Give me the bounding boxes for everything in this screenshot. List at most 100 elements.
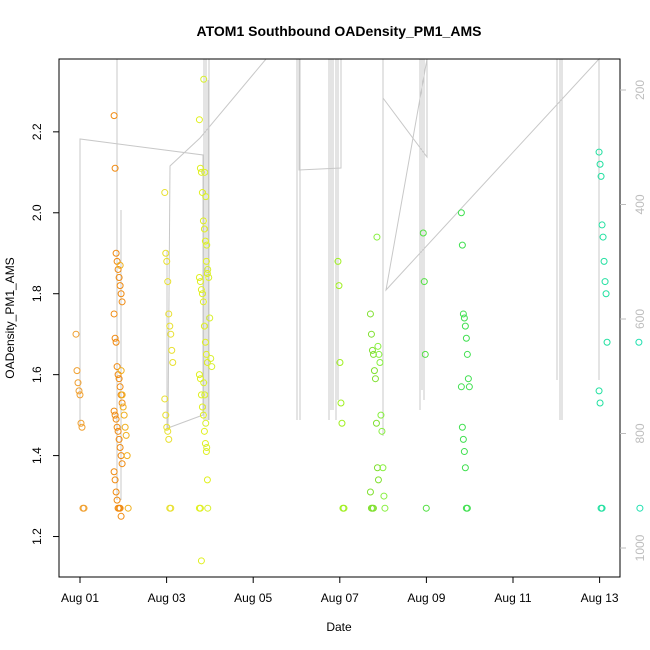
y2-tick-label: 1000	[633, 534, 647, 561]
data-point	[115, 428, 121, 434]
data-point	[381, 493, 387, 499]
data-point	[113, 489, 119, 495]
x-tick-label: Aug 01	[61, 591, 99, 605]
y-tick-label: 1.2	[30, 528, 44, 545]
data-point	[601, 258, 607, 264]
data-point	[79, 424, 85, 430]
data-point	[119, 400, 125, 406]
data-point	[461, 315, 467, 321]
data-point	[339, 420, 345, 426]
data-point	[165, 428, 171, 434]
data-point	[196, 275, 202, 281]
data-point	[199, 404, 205, 410]
data-point	[603, 291, 609, 297]
plot-frame	[59, 59, 620, 577]
data-point	[124, 453, 130, 459]
data-point	[113, 416, 119, 422]
chart-title: ATOM1 Southbound OADensity_PM1_AMS	[197, 23, 482, 39]
data-point	[596, 388, 602, 394]
data-point	[167, 323, 173, 329]
data-point	[599, 222, 605, 228]
data-point	[379, 428, 385, 434]
data-point	[113, 339, 119, 345]
data-point	[117, 445, 123, 451]
data-point	[205, 505, 211, 511]
data-point	[115, 372, 121, 378]
altitude-line	[80, 59, 599, 428]
data-point	[117, 283, 123, 289]
data-point	[466, 384, 472, 390]
data-point	[196, 117, 202, 123]
data-point	[162, 190, 168, 196]
data-point	[460, 311, 466, 317]
data-point	[204, 477, 210, 483]
y-tick-label: 1.6	[30, 366, 44, 383]
data-point	[125, 505, 131, 511]
data-point	[123, 432, 129, 438]
data-point	[375, 477, 381, 483]
data-point	[367, 489, 373, 495]
data-point	[204, 445, 210, 451]
data-point	[375, 343, 381, 349]
data-point	[461, 449, 467, 455]
data-point	[374, 234, 380, 240]
y-tick-label: 2.2	[30, 123, 44, 140]
data-point	[118, 513, 124, 519]
data-point	[465, 376, 471, 382]
data-point	[73, 331, 79, 337]
data-point	[458, 384, 464, 390]
data-point	[462, 323, 468, 329]
data-point	[369, 347, 375, 353]
data-point	[203, 420, 209, 426]
x-axis: Aug 01 Aug 03 Aug 05 Aug 07 Aug 09 Aug 11 Aug …	[61, 577, 619, 605]
data-point	[119, 461, 125, 467]
y-tick-label: 1.4	[30, 447, 44, 464]
data-point	[122, 424, 128, 430]
data-point	[111, 113, 117, 119]
data-point	[463, 335, 469, 341]
data-point	[113, 250, 119, 256]
y-axis-label: OADensity_PM1_AMS	[3, 257, 17, 378]
x-axis-label: Date	[326, 620, 352, 634]
data-point	[423, 505, 429, 511]
data-point	[336, 283, 342, 289]
data-point	[373, 420, 379, 426]
data-point	[637, 505, 643, 511]
data-point	[163, 250, 169, 256]
data-point	[78, 420, 84, 426]
data-point	[460, 436, 466, 442]
data-point	[367, 311, 373, 317]
data-point	[459, 242, 465, 248]
data-point	[420, 230, 426, 236]
x-tick-label: Aug 05	[234, 591, 272, 605]
data-point	[74, 368, 80, 374]
data-point	[165, 279, 171, 285]
x-tick-label: Aug 07	[321, 591, 359, 605]
data-point	[201, 428, 207, 434]
y2-tick-label: 800	[633, 423, 647, 443]
data-point	[464, 351, 470, 357]
data-point	[199, 291, 205, 297]
y-tick-label: 2.0	[30, 204, 44, 221]
data-point	[202, 440, 208, 446]
y2-tick-label: 200	[633, 80, 647, 100]
data-point	[209, 364, 215, 370]
data-point	[600, 234, 606, 240]
data-point	[597, 400, 603, 406]
data-point	[170, 360, 176, 366]
data-point	[198, 558, 204, 564]
data-point	[377, 360, 383, 366]
x-tick-label: Aug 09	[407, 591, 445, 605]
data-point	[382, 505, 388, 511]
data-point	[119, 299, 125, 305]
data-point	[372, 376, 378, 382]
data-point	[196, 372, 202, 378]
data-point	[602, 279, 608, 285]
x-tick-label: Aug 03	[148, 591, 186, 605]
data-point	[76, 388, 82, 394]
data-point	[422, 351, 428, 357]
x-tick-label: Aug 11	[494, 591, 531, 605]
data-point	[597, 161, 603, 167]
data-point	[338, 400, 344, 406]
